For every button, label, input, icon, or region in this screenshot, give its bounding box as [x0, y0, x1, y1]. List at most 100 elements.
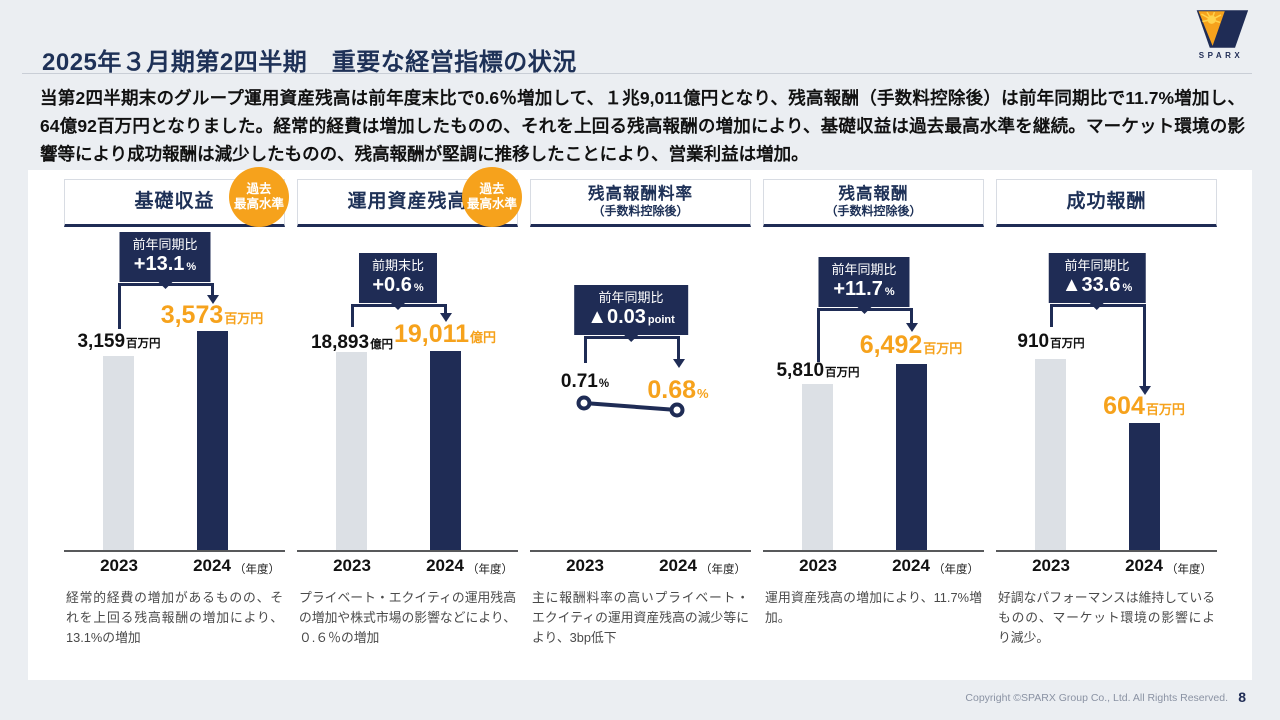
year-suffix: （年度） — [234, 564, 280, 576]
year-suffix: （年度） — [467, 564, 513, 576]
copyright-text: Copyright ©SPARX Group Co., Ltd. All Rig… — [965, 692, 1228, 704]
page-number: 8 — [1238, 689, 1246, 705]
bar-2023 — [103, 356, 134, 550]
callout-box: 前年同期比 +11.7% — [818, 257, 910, 314]
bracket-right-line — [1143, 304, 1146, 386]
summary-text: 当第2四半期末のグループ運用資産残高は前年度末比で0.6％増加して、１兆9,01… — [40, 88, 1245, 164]
down-arrow-icon — [905, 323, 918, 332]
bracket-left-line — [1050, 304, 1053, 327]
bracket-left-line — [118, 283, 121, 329]
year-label-2024: 2024 — [1125, 556, 1163, 575]
panel-note: 運用資産残高の増加により、11.7%増加。 — [765, 590, 982, 625]
bar-2024 — [430, 351, 461, 550]
bracket-right-line — [444, 304, 447, 313]
kpi-panel-1: 基礎収益 過去 最高水準 前年同期比 +13.1% 3,159百万円 3,573… — [64, 167, 289, 647]
panel-title: 成功報酬 — [1066, 190, 1147, 212]
callout-pointer-icon — [1089, 302, 1104, 310]
panel-header-box: 運用資産残高 過去 最高水準 — [297, 167, 522, 227]
year-label-2023: 2023 — [100, 556, 138, 575]
value-label-2023: 910百万円 — [1017, 331, 1085, 352]
value-label-2024: 19,011億円 — [393, 320, 497, 348]
kpi-panel-5: 成功報酬 前年同期比 ▲33.6% 910百万円 604百万円 2023 202… — [996, 179, 1217, 647]
callout-value: ▲0.03 — [587, 305, 646, 328]
callout-box: 前期末比 +0.6% — [358, 253, 438, 310]
bar-2024 — [896, 364, 927, 550]
panel-header-box: 成功報酬 — [996, 179, 1217, 227]
year-axis: 2023 2024 （年度） — [530, 552, 751, 580]
panel-note: 好調なパフォーマンスは維持しているものの、マーケット環境の影響により減少。 — [998, 590, 1215, 645]
panel-title: 基礎収益 — [134, 190, 215, 212]
panel-header-box: 残高報酬料率 （手数料控除後） — [530, 179, 751, 227]
year-label-2023: 2023 — [799, 556, 837, 575]
down-arrow-icon — [439, 313, 452, 322]
bracket-right-line — [910, 308, 913, 323]
callout-value: +11.7 — [833, 277, 883, 300]
callout-value: +0.6 — [372, 273, 412, 296]
bracket-left-line — [351, 304, 354, 327]
year-axis: 2023 2024 （年度） — [64, 552, 285, 580]
value-label-2024: 604百万円 — [1103, 392, 1185, 420]
callout-value: +13.1 — [133, 252, 185, 275]
bar-2023 — [802, 384, 833, 550]
record-high-badge: 過去 最高水準 — [229, 167, 289, 227]
value-label-2023: 0.71% — [560, 371, 610, 392]
panel-plot: 前年同期比 +13.1% 3,159百万円 3,573百万円 — [64, 227, 285, 552]
callout-box: 前年同期比 ▲0.03 point — [574, 285, 688, 342]
panel-title: 残高報酬 — [838, 185, 909, 204]
year-label-2023: 2023 — [566, 556, 604, 575]
callout-label: 前年同期比 — [598, 290, 664, 305]
rate-point-2023 — [576, 395, 592, 411]
bracket-left-line — [584, 336, 587, 363]
panel-note: 主に報酬料率の高いプライベート・エクイティの運用資産残高の減少等により、3bp低… — [532, 590, 749, 645]
value-label-2024: 3,573百万円 — [160, 301, 264, 329]
callout-unit: % — [413, 281, 424, 294]
year-label-2024: 2024 — [193, 556, 231, 575]
year-label-2024: 2024 — [659, 556, 697, 575]
sparx-logo: SPARX — [1190, 8, 1252, 60]
bracket-left-line — [817, 308, 820, 362]
panel-plot: 前期末比 +0.6% 18,893億円 19,011億円 — [297, 227, 518, 552]
year-suffix: （年度） — [933, 564, 979, 576]
callout-pointer-icon — [624, 334, 638, 342]
page-title: 2025年３月期第2四半期 重要な経営指標の状況 — [42, 49, 577, 77]
value-label-2024: 0.68% — [647, 376, 709, 404]
year-axis: 2023 2024 （年度） — [996, 552, 1217, 580]
kpi-panel-4: 残高報酬 （手数料控除後） 前年同期比 +11.7% 5,810百万円 6,49… — [763, 179, 984, 647]
year-label-2024: 2024 — [892, 556, 930, 575]
year-axis: 2023 2024 （年度） — [297, 552, 518, 580]
bracket-right-line — [211, 283, 214, 295]
panel-header-box: 基礎収益 過去 最高水準 — [64, 167, 289, 227]
bar-2024 — [1129, 423, 1160, 550]
badge-line2: 最高水準 — [233, 197, 284, 211]
bar-2024 — [197, 331, 228, 550]
callout-unit: % — [884, 285, 895, 298]
year-suffix: （年度） — [700, 564, 746, 576]
callout-pointer-icon — [856, 306, 871, 314]
kpi-panels: 基礎収益 過去 最高水準 前年同期比 +13.1% 3,159百万円 3,573… — [64, 167, 1217, 647]
panel-plot: 前年同期比 +11.7% 5,810百万円 6,492百万円 — [763, 227, 984, 552]
down-arrow-icon — [206, 295, 219, 304]
sparx-logo-text: SPARX — [1198, 51, 1244, 60]
badge-line1: 過去 — [246, 182, 272, 196]
panel-subtitle: （手数料控除後） — [592, 204, 689, 219]
title-divider — [22, 73, 1252, 74]
callout-label: 前年同期比 — [132, 237, 198, 252]
kpi-panel-3: 残高報酬料率 （手数料控除後） 前年同期比 ▲0.03 point 0.71% 0… — [530, 179, 751, 647]
callout-pointer-icon — [157, 281, 172, 289]
panel-note: プライベート・エクイティの運用残高の増加や株式市場の影響などにより、０.６％の増… — [299, 590, 516, 645]
down-arrow-icon — [1138, 386, 1151, 395]
panel-header-box: 残高報酬 （手数料控除後） — [763, 179, 984, 227]
year-label-2023: 2023 — [1032, 556, 1070, 575]
bar-2023 — [1035, 359, 1066, 550]
down-arrow-icon — [672, 359, 685, 368]
rate-line-chart — [576, 395, 685, 418]
panel-note: 経常的経費の増加があるものの、それを上回る残高報酬の増加により、13.1%の増加 — [66, 590, 283, 645]
kpi-panel-2: 運用資産残高 過去 最高水準 前期末比 +0.6% 18,893億円 19,01… — [297, 167, 522, 647]
bar-2023 — [336, 352, 367, 550]
panel-plot: 前年同期比 ▲33.6% 910百万円 604百万円 — [996, 227, 1217, 552]
year-axis: 2023 2024 （年度） — [763, 552, 984, 580]
callout-unit: point — [647, 313, 675, 326]
value-label-2024: 6,492百万円 — [859, 331, 963, 359]
value-label-2023: 18,893億円 — [310, 332, 394, 353]
